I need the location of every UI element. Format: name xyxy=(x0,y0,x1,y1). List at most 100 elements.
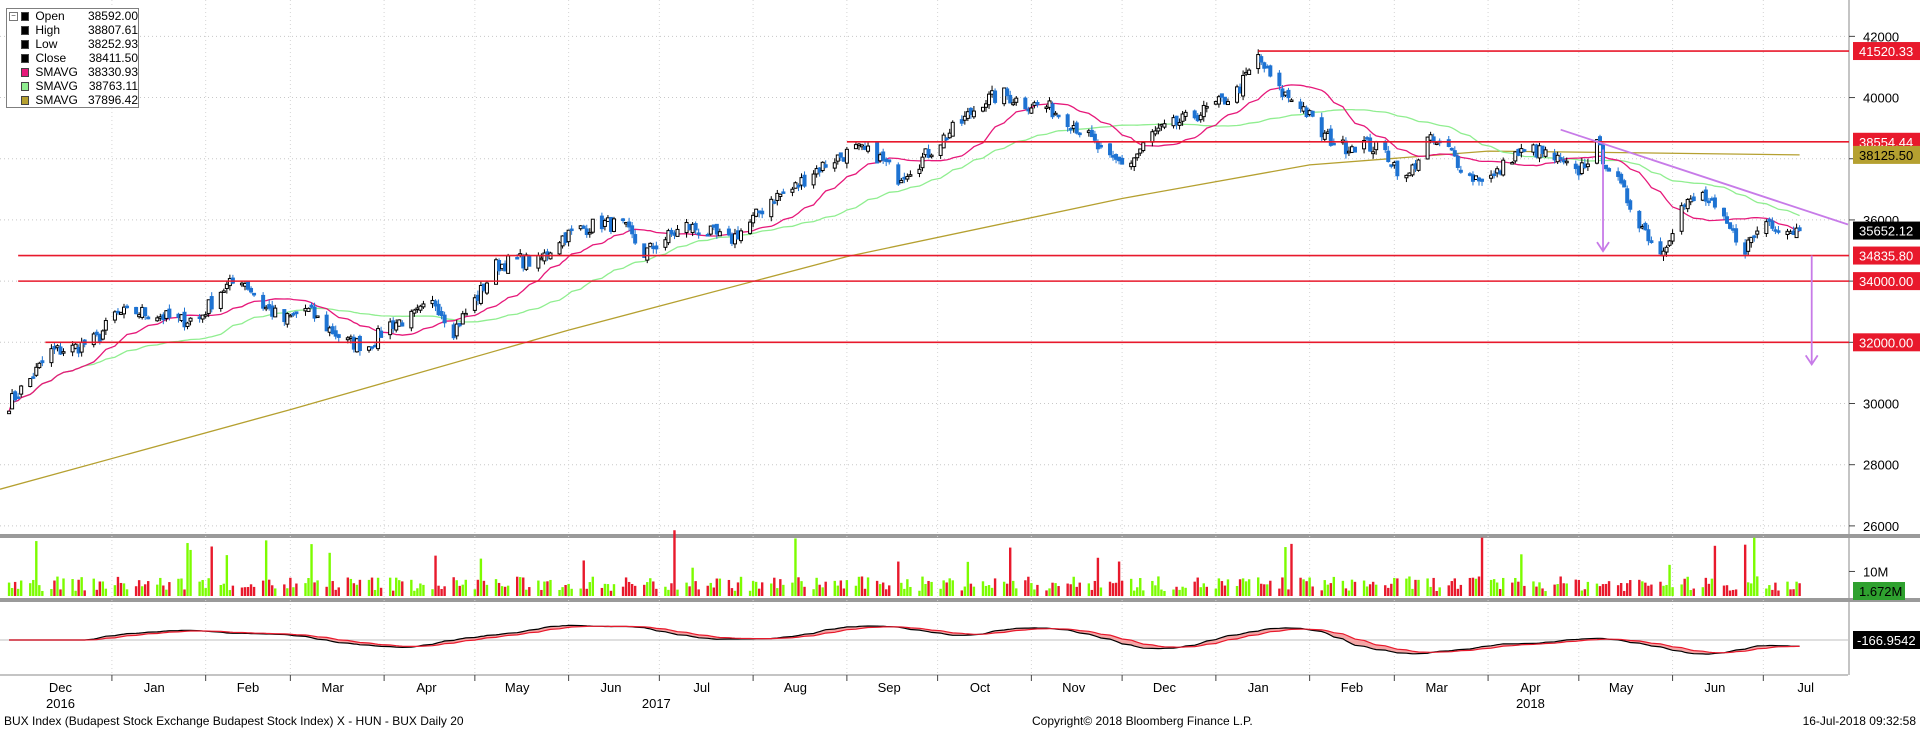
candle-body xyxy=(312,306,317,319)
volume-bar xyxy=(1072,576,1075,596)
volume-bar xyxy=(836,585,840,596)
volume-bar xyxy=(1604,583,1608,596)
volume-bar xyxy=(1178,589,1181,596)
volume-bar xyxy=(797,577,800,596)
volume-bar xyxy=(667,589,670,596)
candle-body xyxy=(1183,111,1188,117)
volume-bar xyxy=(800,581,803,596)
collapse-icon[interactable]: − xyxy=(9,12,18,21)
legend-row[interactable]: Close 38411.50 xyxy=(7,51,138,65)
candle-body xyxy=(442,314,447,324)
volume-bar xyxy=(603,583,607,596)
volume-bar xyxy=(32,579,35,596)
volume-bar xyxy=(1008,547,1012,596)
volume-bar xyxy=(649,578,652,596)
volume-bar xyxy=(522,577,525,596)
volume-bar xyxy=(59,589,62,596)
candle-body xyxy=(1298,101,1303,109)
volume-bar xyxy=(1002,581,1006,596)
volume-bar xyxy=(1299,577,1302,596)
legend-swatch xyxy=(21,39,30,49)
signal-line xyxy=(9,625,1800,654)
candle-body xyxy=(188,317,193,322)
volume-bar xyxy=(537,580,540,596)
volume-bar xyxy=(1417,579,1420,596)
price-tag-label: 41520.33 xyxy=(1859,44,1913,59)
volume-bar xyxy=(1181,586,1184,596)
candle-body xyxy=(1712,197,1717,208)
legend-row[interactable]: SMAVG 38763.11 xyxy=(7,79,138,93)
volume-bar xyxy=(1598,586,1602,596)
volume-bar xyxy=(395,577,398,596)
volume-bar xyxy=(53,580,56,596)
footer-left: BUX Index (Budapest Stock Exchange Budap… xyxy=(4,714,464,728)
volume-bar xyxy=(906,579,909,596)
volume-bar xyxy=(1199,587,1202,596)
volume-bar xyxy=(697,589,700,596)
candle-body xyxy=(306,307,311,312)
volume-bar xyxy=(1789,589,1792,596)
volume-bar xyxy=(1743,544,1747,596)
candle-body xyxy=(1014,97,1019,103)
volume-bar xyxy=(845,580,849,596)
volume-bar xyxy=(1129,578,1133,596)
volume-bar xyxy=(540,589,543,596)
volume-bar xyxy=(274,588,277,596)
volume-bar xyxy=(440,588,443,596)
candle-body xyxy=(917,168,922,174)
volume-tick-label: 10M xyxy=(1863,564,1888,579)
volume-bar xyxy=(398,580,401,596)
volume-bar xyxy=(1580,590,1584,596)
volume-bar xyxy=(1202,583,1205,596)
volume-bar xyxy=(1408,576,1411,596)
legend-row[interactable]: SMAVG 37896.42 xyxy=(7,93,138,107)
volume-bar xyxy=(1214,588,1218,596)
candle-body xyxy=(905,176,910,180)
volume-bar xyxy=(252,586,256,596)
volume-bar xyxy=(1725,585,1729,596)
sma-fast-line xyxy=(8,84,1800,412)
candle-body xyxy=(115,310,120,314)
candle-body xyxy=(1322,132,1327,140)
legend-value: 38763.11 xyxy=(88,79,138,93)
year-label: 2016 xyxy=(46,696,75,711)
candle-body xyxy=(28,378,33,387)
candle-body xyxy=(333,330,338,337)
volume-bar xyxy=(376,577,380,596)
volume-bar xyxy=(1565,583,1568,596)
candle-body xyxy=(1425,136,1430,160)
candle-body xyxy=(1362,139,1367,150)
legend-row[interactable]: Open 38592.00 xyxy=(7,9,138,23)
volume-bar xyxy=(1753,537,1756,596)
volume-bar xyxy=(1078,582,1081,596)
volume-bar xyxy=(1480,537,1484,596)
volume-bar xyxy=(143,584,147,596)
volume-bar xyxy=(92,578,95,596)
volume-bar xyxy=(80,577,83,596)
volume-bar xyxy=(673,530,676,596)
legend-row[interactable]: Low 38252.93 xyxy=(7,37,138,51)
volume-bar xyxy=(776,588,779,596)
legend-row[interactable]: High 38807.61 xyxy=(7,23,138,37)
volume-bar xyxy=(1287,589,1290,596)
volume-bar xyxy=(1535,586,1538,596)
candle-body xyxy=(611,218,616,232)
candle-body xyxy=(1728,222,1733,229)
volume-bar xyxy=(292,587,295,596)
volume-bar xyxy=(482,580,486,596)
volume-bar xyxy=(1728,590,1732,596)
volume-bar xyxy=(1774,582,1777,596)
volume-bar xyxy=(1175,586,1178,596)
volume-bar xyxy=(969,583,973,596)
candle-body xyxy=(16,396,21,399)
volume-bar xyxy=(313,582,316,596)
volume-bar xyxy=(1641,581,1644,596)
volume-bar xyxy=(942,580,945,596)
legend-row[interactable]: SMAVG 38330.93 xyxy=(7,65,138,79)
volume-bar xyxy=(16,588,20,596)
volume-bar xyxy=(528,587,531,596)
volume-bar xyxy=(437,585,440,596)
volume-bar xyxy=(546,581,549,596)
volume-bar xyxy=(183,589,186,596)
volume-bar xyxy=(1607,581,1611,596)
